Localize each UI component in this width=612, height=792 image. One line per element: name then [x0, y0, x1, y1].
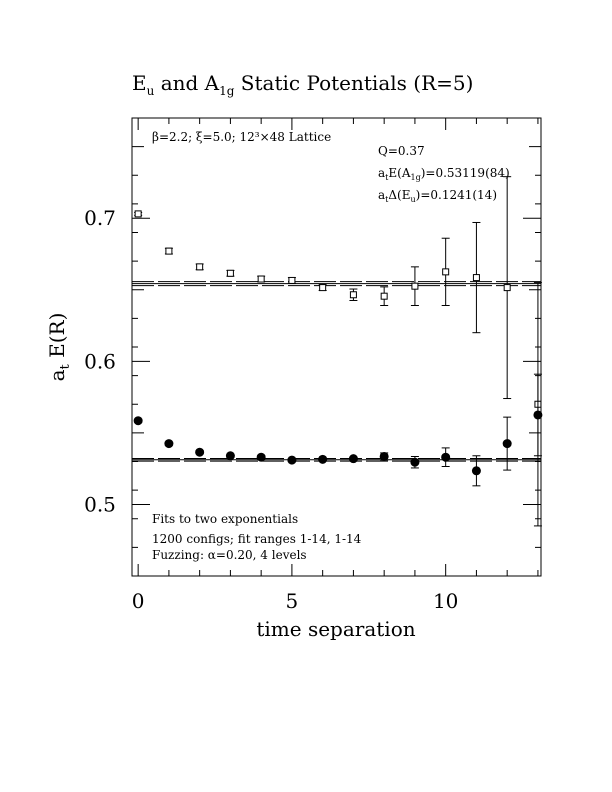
data-point-square [472, 274, 480, 282]
data-point-square [349, 291, 357, 299]
y-tick-label: 0.7 [84, 206, 116, 230]
data-point-circle [164, 439, 174, 449]
x-tick-label: 0 [132, 589, 145, 613]
data-point-circle [318, 454, 328, 464]
data-point-square [196, 263, 204, 271]
data-point-square [165, 247, 173, 255]
fit-bands [132, 281, 541, 462]
annotation-fit-note-3: Fuzzing: α=0.20, 4 levels [152, 548, 307, 562]
data-point-square [257, 275, 265, 283]
tick-labels: 0 5 10 0.5 0.6 0.7 [84, 206, 458, 613]
data-point-circle [410, 457, 420, 467]
data-point-square [226, 269, 234, 277]
data-point-circle [502, 439, 512, 449]
data-point-circle [441, 452, 451, 462]
data-point-circle [195, 447, 205, 457]
data-point-square [411, 282, 419, 290]
annotation-q: Q=0.37 [378, 144, 425, 158]
data-point-circle [225, 451, 235, 461]
data-point-square [442, 268, 450, 276]
data-point-circle [133, 416, 143, 426]
data-point-circle [256, 452, 266, 462]
data-point-circle [348, 454, 358, 464]
data-point-square [503, 284, 511, 292]
x-tick-label: 5 [286, 589, 299, 613]
annotation-fit-note-1: Fits to two exponentials [152, 512, 298, 526]
data-marks [133, 176, 543, 527]
data-point-circle [379, 451, 389, 461]
data-point-square [380, 292, 388, 300]
axis-ticks [132, 117, 541, 577]
x-tick-label: 10 [433, 589, 458, 613]
data-point-square [288, 276, 296, 284]
data-point-circle [287, 455, 297, 465]
annotation-energy: atE(A1g)=0.53119(84) [378, 166, 510, 182]
y-tick-label: 0.5 [84, 492, 116, 516]
annotation-params: β=2.2; ξ=5.0; 12³×48 Lattice [152, 130, 331, 144]
annotation-fit-note-2: 1200 configs; fit ranges 1-14, 1-14 [152, 532, 362, 546]
chart-title: Eu and A1g Static Potentials (R=5) [132, 71, 473, 98]
x-axis-label: time separation [256, 617, 415, 641]
data-point-circle [533, 410, 543, 420]
y-tick-label: 0.6 [84, 349, 116, 373]
y-axis-label: at E(R) [45, 313, 73, 382]
data-point-circle [471, 466, 481, 476]
annotation-splitting: atΔ(Eu)=0.1241(14) [378, 188, 497, 204]
data-point-square [319, 284, 327, 292]
data-point-square [134, 210, 142, 218]
plot-frame [131, 117, 542, 577]
